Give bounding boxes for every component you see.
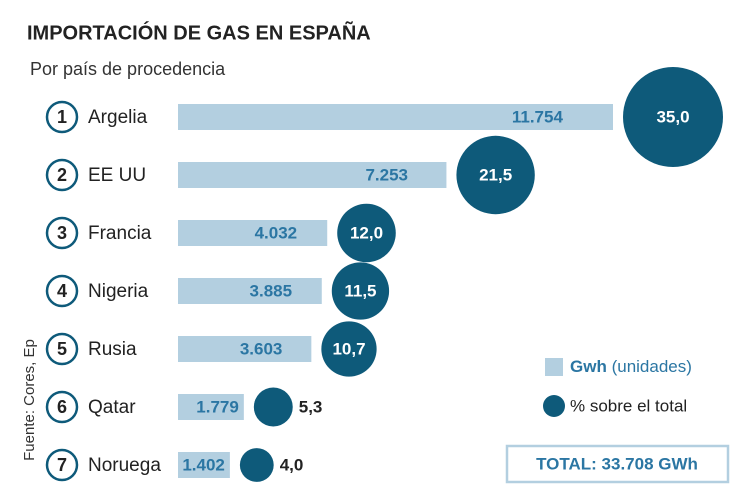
legend-label: Gwh (unidades): [570, 357, 692, 376]
bar-value-label: 7.253: [365, 165, 408, 184]
rank: 5: [57, 339, 67, 359]
category-label: Qatar: [88, 397, 136, 418]
rank: 2: [57, 165, 67, 185]
bubble: [321, 321, 377, 377]
legend-note: (unidades): [612, 357, 692, 376]
category-label: EE UU: [88, 165, 146, 186]
rank: 3: [57, 223, 67, 243]
bubble-value-label: 5,3: [299, 397, 323, 416]
bar-value-label: 1.402: [182, 455, 225, 474]
bar: [178, 394, 244, 420]
bar-value-label: 3.603: [240, 339, 283, 358]
bar: [178, 162, 447, 188]
bubble-value-label: 10,7: [332, 339, 365, 358]
legend-label: % sobre el total: [570, 396, 687, 415]
category-label: Francia: [88, 223, 152, 244]
rank: 7: [57, 455, 67, 475]
bar: [178, 104, 613, 130]
total-box: [505, 444, 730, 484]
rank-circle: [45, 448, 79, 482]
bar-value-label: 11.754: [512, 107, 564, 126]
rank-circle: [45, 158, 79, 192]
category-label: Nigeria: [88, 281, 149, 302]
rank: 1: [57, 107, 67, 127]
bar: [178, 220, 328, 246]
bubble: [331, 262, 390, 320]
category-label: Rusia: [88, 339, 137, 360]
bar: [178, 452, 230, 478]
legend-name: Gwh: [570, 357, 607, 376]
chart-subtitle: Por país de procedencia: [30, 59, 226, 79]
bubble-value-label: 4,0: [280, 455, 304, 474]
rank: 6: [57, 397, 67, 417]
bubble: [253, 387, 293, 427]
bubble: [623, 67, 723, 167]
bar-value-label: 3.885: [250, 281, 293, 300]
bubble-value-label: 12,0: [350, 223, 383, 242]
category-label: Noruega: [88, 455, 161, 476]
rank-circle: [45, 216, 79, 250]
bubble: [337, 203, 396, 263]
chart-title: IMPORTACIÓN DE GAS EN ESPAÑA: [27, 20, 371, 44]
rank-circle: [45, 390, 79, 424]
bubble-value-label: 11,5: [344, 281, 376, 300]
source: Fuente: Cores, Ep: [21, 339, 38, 461]
rank: 4: [57, 281, 67, 301]
legend-swatch: [543, 395, 565, 417]
bubble: [456, 135, 535, 215]
rank-circle: [45, 274, 79, 308]
rank-circle: [45, 332, 79, 366]
bar-value-label: 4.032: [255, 223, 298, 242]
bar-value-label: 1.779: [196, 397, 239, 416]
category-label: Argelia: [88, 107, 148, 128]
legend-swatch: [545, 358, 563, 376]
bubble: [239, 448, 274, 482]
rank-circle: [45, 100, 79, 134]
bubble-value-label: 35,0: [656, 107, 689, 126]
bar: [178, 278, 322, 304]
bar: [178, 336, 312, 362]
bubble-value-label: 21,5: [479, 165, 512, 184]
total: TOTAL: 33.708 GWh: [536, 454, 698, 473]
